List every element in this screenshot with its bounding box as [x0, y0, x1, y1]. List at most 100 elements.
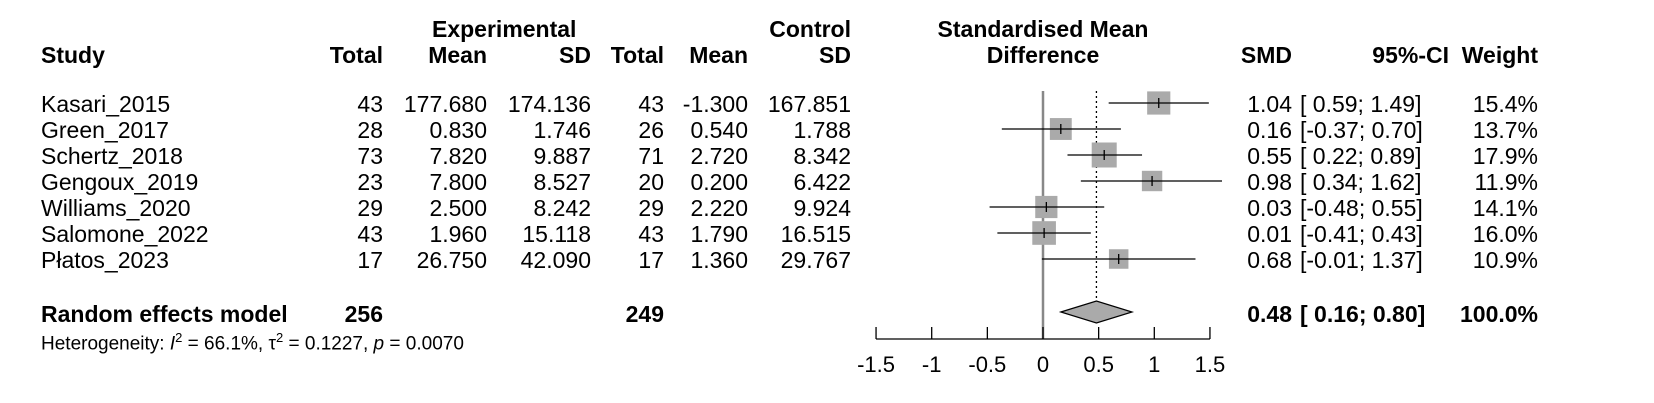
control-mean: 1.790 [690, 221, 748, 247]
i2-sup: 2 [175, 330, 183, 345]
study-smd: 0.03 [1247, 195, 1292, 221]
pooled-smd: 0.48 [1247, 301, 1292, 327]
study-name: Schertz_2018 [41, 143, 183, 169]
header-smd: SMD [1240, 42, 1292, 68]
pooled-weight: 100.0% [1459, 301, 1538, 327]
experimental-total: 17 [357, 247, 383, 273]
study-name: Płatos_2023 [41, 247, 169, 273]
study-weight: 15.4% [1472, 91, 1538, 117]
header-experimental-mean: Mean [428, 42, 487, 68]
experimental-sd: 15.118 [522, 221, 591, 247]
experimental-sd: 9.887 [533, 143, 591, 169]
control-total: 43 [638, 221, 664, 247]
experimental-total: 29 [357, 195, 383, 221]
study-ci: [ 0.34; 1.62] [1300, 169, 1422, 195]
study-name: Williams_2020 [41, 195, 191, 221]
study-weight: 13.7% [1472, 117, 1538, 143]
control-sd: 6.422 [793, 169, 851, 195]
experimental-sd: 8.242 [533, 195, 591, 221]
heterogeneity-text: Heterogeneity: I2 = 66.1%, τ2 = 0.1227, … [41, 325, 464, 357]
experimental-sd: 1.746 [533, 117, 591, 143]
control-total: 17 [638, 247, 664, 273]
header-control-sd: SD [819, 42, 851, 68]
study-ci: [-0.41; 0.43] [1300, 221, 1423, 247]
study-ci: [ 0.22; 0.89] [1300, 143, 1422, 169]
experimental-total: 23 [357, 169, 383, 195]
x-tick-label: -0.5 [968, 352, 1006, 377]
experimental-sd: 8.527 [533, 169, 591, 195]
header-control-total: Total [610, 42, 664, 68]
experimental-sd: 42.090 [520, 247, 591, 273]
header-control-mean: Mean [689, 42, 748, 68]
control-sd: 16.515 [780, 221, 851, 247]
experimental-mean: 1.960 [429, 221, 487, 247]
control-mean: -1.300 [682, 91, 748, 117]
experimental-mean: 26.750 [416, 247, 487, 273]
p-symbol: p [373, 333, 385, 355]
header-study: Study [41, 42, 105, 68]
header-weight: Weight [1461, 42, 1538, 68]
i2-value: = 66.1%, [182, 333, 269, 355]
study-name: Green_2017 [41, 117, 169, 143]
experimental-total: 43 [357, 91, 383, 117]
experimental-mean: 2.500 [429, 195, 487, 221]
control-total: 71 [638, 143, 664, 169]
x-tick-label: -1.5 [857, 352, 895, 377]
control-mean: 0.540 [690, 117, 748, 143]
tau-value: = 0.1227, [283, 333, 374, 355]
header-control: Control [769, 16, 851, 42]
pooled-diamond [1058, 300, 1135, 324]
study-smd: 0.55 [1247, 143, 1292, 169]
study-ci: [ 0.59; 1.49] [1300, 91, 1422, 117]
header-experimental-sd: SD [559, 42, 591, 68]
control-mean: 1.360 [690, 247, 748, 273]
study-name: Gengoux_2019 [41, 169, 199, 195]
pooled-control-total: 249 [625, 301, 664, 327]
tau-sup: 2 [275, 330, 284, 345]
control-sd: 167.851 [767, 91, 851, 117]
control-total: 26 [638, 117, 664, 143]
control-mean: 0.200 [690, 169, 748, 195]
pooled-experimental-total: 256 [344, 301, 383, 327]
study-weight: 17.9% [1472, 143, 1538, 169]
heterogeneity-prefix: Heterogeneity: [41, 333, 170, 355]
study-smd: 1.04 [1247, 91, 1292, 117]
experimental-mean: 177.680 [403, 91, 487, 117]
control-sd: 29.767 [780, 247, 851, 273]
study-ci: [-0.37; 0.70] [1300, 117, 1423, 143]
experimental-total: 73 [357, 143, 383, 169]
x-tick-label: -1 [922, 352, 942, 377]
experimental-mean: 0.830 [429, 117, 487, 143]
x-tick-label: 0 [1037, 352, 1049, 377]
header-experimental: Experimental [432, 16, 577, 42]
study-weight: 11.9% [1474, 169, 1538, 195]
experimental-sd: 174.136 [507, 91, 591, 117]
study-smd: 0.16 [1247, 117, 1292, 143]
study-weight: 14.1% [1472, 195, 1538, 221]
study-smd: 0.68 [1247, 247, 1292, 273]
study-ci: [-0.48; 0.55] [1300, 195, 1423, 221]
experimental-total: 28 [357, 117, 383, 143]
pooled-ci: [ 0.16; 0.80] [1300, 301, 1426, 327]
experimental-total: 43 [357, 221, 383, 247]
control-mean: 2.720 [690, 143, 748, 169]
header-ci: 95%-CI [1372, 42, 1449, 68]
control-total: 20 [638, 169, 664, 195]
experimental-mean: 7.800 [429, 169, 487, 195]
tau-symbol: τ [268, 333, 276, 355]
experimental-mean: 7.820 [429, 143, 487, 169]
x-tick-label: 1 [1148, 352, 1160, 377]
study-weight: 10.9% [1472, 247, 1538, 273]
x-tick-label: 0.5 [1083, 352, 1114, 377]
study-smd: 0.98 [1247, 169, 1292, 195]
pooled-label: Random effects model [41, 301, 288, 327]
x-tick-label: 1.5 [1195, 352, 1226, 377]
study-name: Salomone_2022 [41, 221, 209, 247]
control-sd: 8.342 [793, 143, 851, 169]
control-total: 43 [638, 91, 664, 117]
study-name: Kasari_2015 [41, 91, 171, 117]
control-sd: 9.924 [793, 195, 851, 221]
study-weight: 16.0% [1472, 221, 1538, 247]
control-sd: 1.788 [793, 117, 851, 143]
